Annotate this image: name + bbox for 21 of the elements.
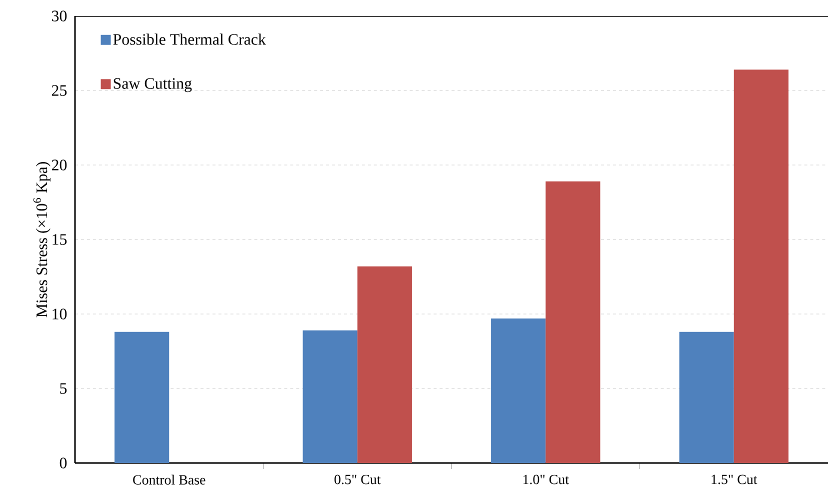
bar — [734, 70, 788, 463]
legend-label: Saw Cutting — [114, 78, 192, 92]
legend-label: Possible Thermal Crack — [113, 34, 266, 45]
x-tick-label: 1.5" Cut — [712, 474, 758, 484]
bar — [679, 332, 734, 463]
x-tick-label: 1.0" Cut — [523, 474, 569, 484]
x-tick-label: 0.5" Cut — [334, 474, 381, 484]
y-tick-label: 0 — [60, 458, 67, 468]
x-tick-label: Control Base — [133, 474, 206, 485]
y-tick-label: 20 — [52, 160, 67, 170]
y-tick-label: 30 — [52, 10, 67, 22]
y-axis-title: Mises Stress (×10$^{6}$ Kpa) — [33, 162, 50, 318]
bar — [546, 181, 600, 463]
y-tick-label: 10 — [52, 308, 67, 320]
y-tick-label: 5 — [60, 383, 67, 394]
bar — [114, 332, 170, 463]
y-tick-label: 25 — [52, 85, 67, 96]
bar — [302, 330, 358, 463]
bar — [491, 318, 546, 463]
y-tick-label: 15 — [52, 234, 67, 245]
bar — [357, 266, 412, 463]
